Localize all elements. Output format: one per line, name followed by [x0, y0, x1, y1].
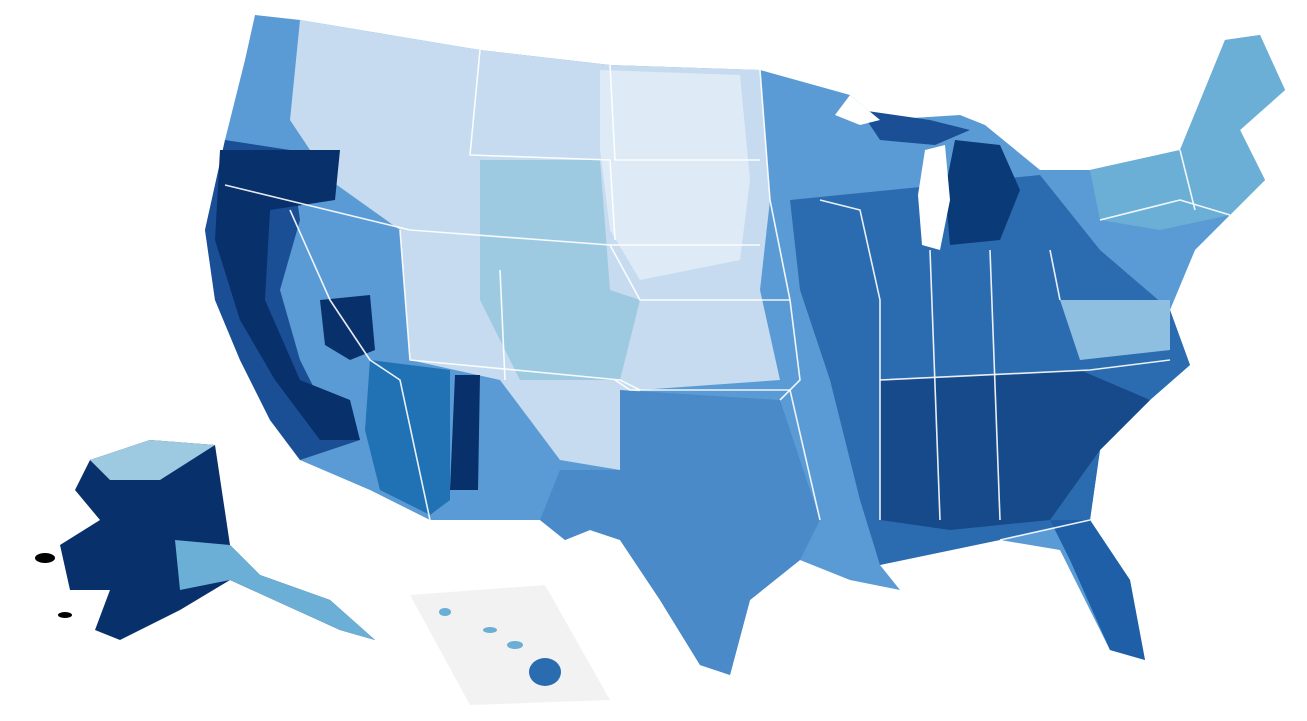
region-florida: [1050, 520, 1145, 660]
aleutian-island: [35, 553, 55, 563]
region-lightest: [600, 70, 750, 280]
alaska-light: [90, 440, 215, 480]
alaska-south: [175, 540, 375, 640]
region-upper-peninsula: [860, 110, 970, 145]
lake-superior: [835, 95, 880, 125]
region-michigan: [945, 140, 1020, 245]
region-texas: [540, 390, 820, 675]
lake-michigan: [918, 145, 950, 250]
region-virginia: [1060, 300, 1170, 360]
region-southeast-dark: [880, 370, 1150, 530]
region-nm: [450, 375, 480, 490]
state-borders: [224, 49, 1231, 541]
hawaii-island: [483, 627, 497, 633]
region-az: [365, 360, 450, 515]
region-darkest-west: [215, 150, 360, 440]
region-midlight: [480, 160, 640, 380]
hawaii-island: [507, 641, 523, 649]
hawaii-island: [529, 658, 561, 686]
region-northeast: [1090, 35, 1285, 230]
hawaii-island: [439, 608, 451, 616]
aleutian-island: [58, 612, 72, 618]
